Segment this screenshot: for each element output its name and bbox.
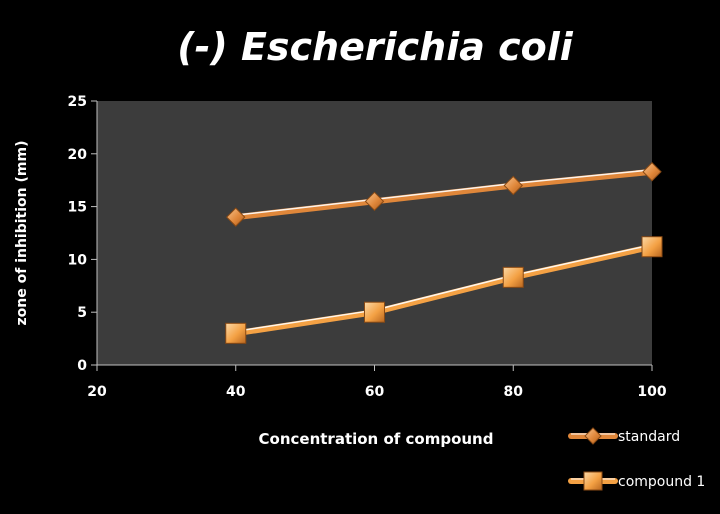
y-tick-label: 5 (77, 305, 87, 321)
legend-item: compound 1 (568, 471, 705, 491)
series-compound-1 (225, 236, 663, 344)
x-tick-label: 80 (504, 384, 524, 400)
data-point (226, 207, 246, 227)
series-line (232, 168, 655, 221)
data-point (364, 301, 385, 323)
x-tick-label: 20 (87, 384, 107, 400)
x-tick-label: 60 (365, 384, 385, 400)
series-line (232, 243, 655, 337)
data-point (502, 266, 524, 288)
y-tick-label: 10 (68, 252, 88, 268)
legend: standard compound 1 (568, 427, 705, 491)
legend-marker (583, 471, 603, 491)
legend-marker (584, 427, 602, 445)
y-tick-label: 15 (68, 200, 87, 216)
y-axis-title: zone of inhibition (mm) (14, 141, 30, 326)
y-tick-label: 25 (68, 94, 87, 110)
data-point (225, 322, 247, 344)
legend-label: standard (618, 429, 680, 445)
plot-area (97, 101, 652, 365)
chart-title: (-) Escherichia coli (177, 25, 574, 69)
x-tick-label: 40 (226, 384, 246, 400)
axes: 0 5 10 15 20 25 20 40 60 80 100 (68, 94, 667, 400)
legend-label: compound 1 (618, 474, 705, 490)
data-point (642, 162, 662, 182)
series-layer (225, 162, 663, 344)
series-line-highlight (235, 169, 653, 216)
y-tick-label: 0 (77, 358, 87, 374)
x-tick-label: 100 (637, 384, 666, 400)
data-point (503, 175, 523, 196)
legend-item: standard (568, 427, 680, 445)
series-standard (226, 162, 662, 227)
y-tick-label: 20 (68, 147, 88, 163)
data-point (641, 236, 663, 258)
series-line-highlight (235, 243, 653, 333)
data-point (364, 191, 385, 212)
x-axis-title: Concentration of compound (259, 430, 494, 448)
